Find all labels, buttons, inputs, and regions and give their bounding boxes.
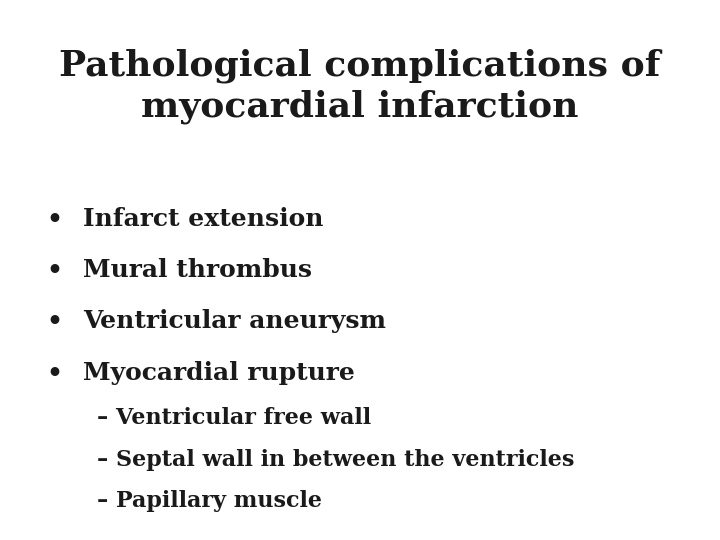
Text: Ventricular aneurysm: Ventricular aneurysm [83,309,386,333]
Text: Pathological complications of
myocardial infarction: Pathological complications of myocardial… [59,49,661,124]
Text: •: • [46,207,62,231]
Text: •: • [46,309,62,333]
Text: – Ventricular free wall: – Ventricular free wall [97,408,372,429]
Text: Mural thrombus: Mural thrombus [83,258,312,282]
Text: Infarct extension: Infarct extension [83,207,323,231]
Text: – Papillary muscle: – Papillary muscle [97,490,323,512]
Text: Myocardial rupture: Myocardial rupture [83,361,355,384]
Text: •: • [46,361,62,384]
Text: •: • [46,258,62,282]
Text: – Septal wall in between the ventricles: – Septal wall in between the ventricles [97,449,575,471]
